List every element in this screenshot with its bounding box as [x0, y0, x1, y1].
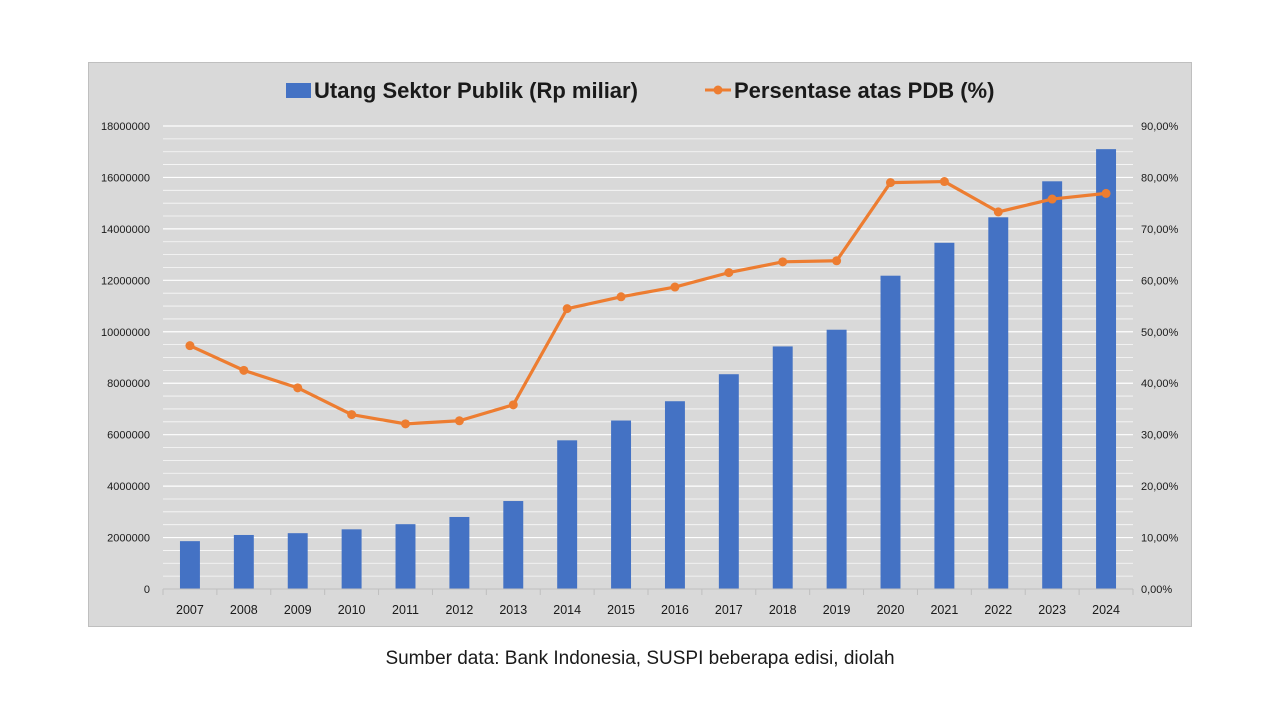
x-tick-label: 2023: [1038, 603, 1066, 617]
x-tick-label: 2019: [823, 603, 851, 617]
line-point: [454, 416, 464, 426]
line-point: [993, 207, 1003, 217]
right-y-axis: 0,00% 10,00% 20,00% 30,00% 40,00% 50,00% 60,00…: [1141, 121, 1179, 596]
legend-swatch-marker: [713, 85, 723, 95]
right-tick-label: 50,00%: [1141, 327, 1179, 339]
left-tick-label: 18000000: [101, 121, 150, 133]
left-tick-label: 8000000: [107, 378, 150, 390]
legend-swatch-bar: [286, 83, 311, 98]
legend-item-bar: Utang Sektor Publik (Rp miliar): [286, 78, 638, 103]
grid-lines: [163, 125, 1133, 577]
legend-label-line: Persentase atas PDB (%): [734, 78, 994, 103]
left-tick-label: 0: [144, 584, 150, 596]
x-axis: 2007 2008 2009 2010 2011 2012 2013 2014 2015 2016…: [162, 588, 1134, 617]
x-tick-label: 2013: [499, 603, 527, 617]
line-point: [508, 400, 518, 410]
series-line: [189, 179, 1107, 426]
bar: [880, 275, 901, 589]
right-tick-label: 70,00%: [1141, 224, 1179, 236]
left-tick-label: 16000000: [101, 172, 150, 184]
bar: [826, 329, 847, 589]
x-tick-label: 2016: [661, 603, 689, 617]
line-point: [616, 292, 626, 302]
bar: [557, 440, 578, 589]
right-tick-label: 0,00%: [1141, 584, 1172, 596]
x-tick-label: 2018: [769, 603, 797, 617]
bar: [287, 533, 308, 589]
chart-frame: 0 2000000 4000000 6000000 8000000 10000000 120…: [88, 62, 1192, 627]
bar: [341, 529, 362, 589]
line-point: [1101, 188, 1111, 198]
right-tick-label: 40,00%: [1141, 378, 1179, 390]
x-tick-label: 2010: [338, 603, 366, 617]
right-tick-label: 80,00%: [1141, 172, 1179, 184]
bar: [449, 516, 470, 589]
left-tick-label: 6000000: [107, 430, 150, 442]
x-tick-label: 2012: [445, 603, 473, 617]
bar: [664, 401, 685, 589]
x-tick-label: 2007: [176, 603, 204, 617]
bar: [1096, 149, 1117, 589]
x-tick-label: 2017: [715, 603, 743, 617]
bar: [772, 346, 793, 589]
legend: Utang Sektor Publik (Rp miliar) Persenta…: [286, 78, 994, 103]
bar: [718, 374, 739, 589]
line-point: [401, 419, 410, 429]
line-point: [670, 282, 680, 292]
bar: [988, 217, 1009, 589]
line-point: [778, 257, 788, 267]
line-point: [939, 177, 949, 187]
x-tick-label: 2020: [877, 603, 905, 617]
x-tick-label: 2011: [392, 603, 419, 617]
x-tick-label: 2009: [284, 603, 312, 617]
x-tick-label: 2021: [930, 603, 958, 617]
x-tick-label: 2024: [1092, 603, 1120, 617]
bar-series: [179, 149, 1117, 590]
bar: [395, 524, 416, 589]
line-point: [724, 268, 734, 278]
left-y-axis: 0 2000000 4000000 6000000 8000000 10000000 120…: [101, 121, 150, 596]
line-point: [347, 410, 357, 420]
bar: [179, 541, 200, 589]
bar: [233, 534, 254, 589]
line-point: [832, 256, 842, 266]
left-tick-label: 10000000: [101, 327, 150, 339]
right-tick-label: 60,00%: [1141, 275, 1179, 287]
line-point: [293, 383, 303, 393]
x-tick-label: 2015: [607, 603, 635, 617]
right-tick-label: 20,00%: [1141, 481, 1179, 493]
left-tick-label: 4000000: [107, 481, 150, 493]
bar: [611, 420, 632, 589]
x-tick-label: 2014: [553, 603, 581, 617]
bar: [503, 501, 524, 589]
line-point: [562, 304, 572, 314]
line-series: [185, 177, 1111, 429]
line-point: [239, 365, 249, 375]
left-tick-label: 2000000: [107, 533, 150, 545]
right-tick-label: 90,00%: [1141, 121, 1179, 133]
x-tick-label: 2008: [230, 603, 258, 617]
line-point: [185, 341, 195, 351]
left-tick-label: 12000000: [101, 275, 150, 287]
line-point: [886, 178, 895, 188]
left-tick-label: 14000000: [101, 224, 150, 236]
right-tick-label: 30,00%: [1141, 430, 1179, 442]
line-point: [1047, 194, 1057, 204]
source-note: Sumber data: Bank Indonesia, SUSPI beber…: [385, 648, 895, 669]
chart-svg: 0 2000000 4000000 6000000 8000000 10000000 120…: [101, 78, 1179, 617]
right-tick-label: 10,00%: [1141, 533, 1179, 545]
legend-item-line: Persentase atas PDB (%): [705, 78, 994, 103]
bar: [1042, 181, 1063, 589]
bar: [934, 242, 955, 590]
legend-label-bar: Utang Sektor Publik (Rp miliar): [314, 78, 638, 103]
x-tick-label: 2022: [984, 603, 1012, 617]
